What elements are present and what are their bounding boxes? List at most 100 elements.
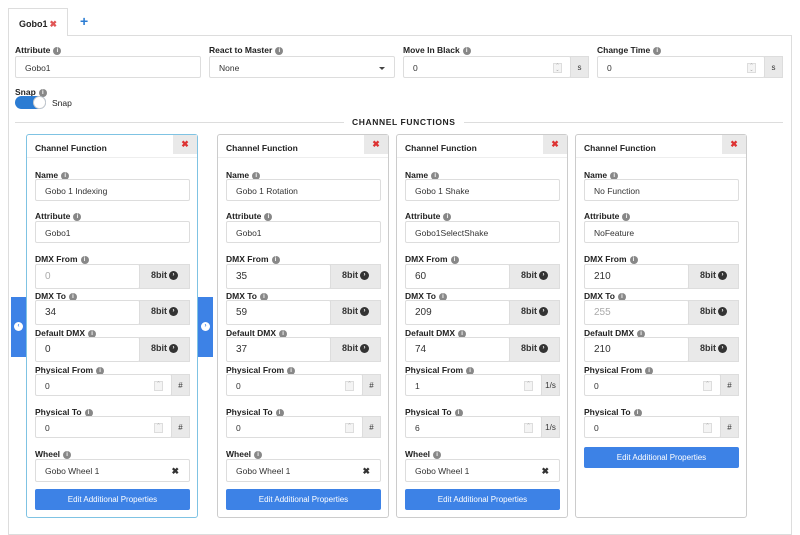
physical-to-input[interactable]: 0 ⌃ <box>584 416 721 438</box>
edit-additional-properties-button[interactable]: Edit Additional Properties <box>226 489 381 510</box>
snap-toggle[interactable] <box>15 96 46 109</box>
attribute-input[interactable]: NoFeature <box>584 221 739 243</box>
info-icon[interactable]: i <box>610 171 619 180</box>
spinner-icon[interactable]: ⌃ ⌄ <box>553 63 562 73</box>
clear-icon[interactable]: ✖ <box>541 466 549 476</box>
info-icon[interactable]: i <box>73 212 82 221</box>
info-icon[interactable]: i <box>271 255 280 264</box>
info-icon[interactable]: i <box>264 212 273 221</box>
edit-additional-properties-button[interactable]: Edit Additional Properties <box>405 489 560 510</box>
bit-toggle-button[interactable]: 8bit › <box>688 337 739 362</box>
dmx-from-input[interactable]: 210 <box>584 264 689 289</box>
info-icon[interactable]: i <box>275 408 284 417</box>
spinner-icon[interactable]: ⌃ <box>524 423 533 433</box>
info-icon[interactable]: i <box>252 171 261 180</box>
attribute-input[interactable]: Gobo1SelectShake <box>405 221 560 243</box>
clear-icon[interactable]: ✖ <box>362 466 370 476</box>
info-icon[interactable]: i <box>454 408 463 417</box>
info-icon[interactable]: i <box>287 366 296 375</box>
info-icon[interactable]: i <box>279 329 288 338</box>
info-icon[interactable]: i <box>645 366 654 375</box>
name-input[interactable]: No Function <box>584 179 739 201</box>
info-icon[interactable]: i <box>275 46 284 55</box>
info-icon[interactable]: i <box>84 408 93 417</box>
wheel-select[interactable]: Gobo Wheel 1 ✖ <box>226 459 381 482</box>
physical-from-input[interactable]: 0 ⌃ <box>226 374 363 396</box>
bit-toggle-button[interactable]: 8bit › <box>509 337 560 362</box>
info-icon[interactable]: i <box>61 171 70 180</box>
info-icon[interactable]: i <box>629 255 638 264</box>
info-icon[interactable]: i <box>431 171 440 180</box>
info-icon[interactable]: i <box>53 46 62 55</box>
physical-to-input[interactable]: 0 ⌃ <box>35 416 172 438</box>
react-to-master-select[interactable]: None <box>209 56 395 78</box>
info-icon[interactable]: i <box>443 212 452 221</box>
clear-icon[interactable]: ✖ <box>171 466 179 476</box>
plus-icon[interactable]: + <box>80 13 89 29</box>
info-icon[interactable]: i <box>462 46 471 55</box>
channel-function-card[interactable]: Channel Function ✖ Name i Gobo 1 Indexing Att… <box>26 134 198 518</box>
default-dmx-input[interactable]: 37 <box>226 337 331 362</box>
info-icon[interactable]: i <box>653 46 662 55</box>
bit-toggle-button[interactable]: 8bit › <box>509 264 560 289</box>
delete-icon[interactable]: ✖ <box>722 135 746 154</box>
info-icon[interactable]: i <box>96 366 105 375</box>
physical-from-input[interactable]: 1 ⌃ <box>405 374 542 396</box>
delete-icon[interactable]: ✖ <box>173 135 197 154</box>
info-icon[interactable]: i <box>88 329 97 338</box>
attribute-input[interactable]: Gobo1 <box>226 221 381 243</box>
edit-additional-properties-button[interactable]: Edit Additional Properties <box>35 489 190 510</box>
channel-function-card[interactable]: Channel Function ✖ Name i Gobo 1 Rotation Att… <box>217 134 389 518</box>
default-dmx-input[interactable]: 74 <box>405 337 510 362</box>
wheel-select[interactable]: Gobo Wheel 1 ✖ <box>405 459 560 482</box>
info-icon[interactable]: i <box>466 366 475 375</box>
info-icon[interactable]: i <box>254 450 263 459</box>
info-icon[interactable]: i <box>622 212 631 221</box>
channel-function-card[interactable]: Channel Function ✖ Name i No Function Attribu… <box>575 134 747 518</box>
info-icon[interactable]: i <box>80 255 89 264</box>
spinner-icon[interactable]: ⌃ <box>345 381 354 391</box>
name-input[interactable]: Gobo 1 Rotation <box>226 179 381 201</box>
info-icon[interactable]: i <box>458 329 467 338</box>
info-icon[interactable]: i <box>637 329 646 338</box>
move-left-button[interactable]: ‹ <box>11 297 26 357</box>
physical-from-input[interactable]: 0 ⌃ <box>35 374 172 396</box>
bit-toggle-button[interactable]: 8bit › <box>330 300 381 325</box>
move-right-button[interactable]: › <box>198 297 213 357</box>
default-dmx-input[interactable]: 0 <box>35 337 140 362</box>
wheel-select[interactable]: Gobo Wheel 1 ✖ <box>35 459 190 482</box>
spinner-icon[interactable]: ⌃ <box>154 381 163 391</box>
tab-gobo1[interactable]: Gobo1 ✖ <box>8 8 68 36</box>
spinner-icon[interactable]: ⌃ <box>703 381 712 391</box>
delete-icon[interactable]: ✖ <box>364 135 388 154</box>
dmx-to-input[interactable]: 59 <box>226 300 331 325</box>
bit-toggle-button[interactable]: 8bit › <box>688 300 739 325</box>
info-icon[interactable]: i <box>433 450 442 459</box>
bit-toggle-button[interactable]: 8bit › <box>139 337 190 362</box>
default-dmx-input[interactable]: 210 <box>584 337 689 362</box>
delete-icon[interactable]: ✖ <box>543 135 567 154</box>
spinner-icon[interactable]: ⌃ ⌄ <box>747 63 756 73</box>
bit-toggle-button[interactable]: 8bit › <box>330 264 381 289</box>
info-icon[interactable]: i <box>439 292 448 301</box>
dmx-to-input[interactable]: 209 <box>405 300 510 325</box>
close-tab-icon[interactable]: ✖ <box>49 19 58 29</box>
channel-function-card[interactable]: Channel Function ✖ Name i Gobo 1 Shake Attrib… <box>396 134 568 518</box>
bit-toggle-button[interactable]: 8bit › <box>139 264 190 289</box>
spinner-icon[interactable]: ⌃ <box>524 381 533 391</box>
name-input[interactable]: Gobo 1 Indexing <box>35 179 190 201</box>
dmx-to-input[interactable]: 34 <box>35 300 140 325</box>
info-icon[interactable]: i <box>450 255 459 264</box>
info-icon[interactable]: i <box>38 88 47 97</box>
info-icon[interactable]: i <box>633 408 642 417</box>
bit-toggle-button[interactable]: 8bit › <box>509 300 560 325</box>
bit-toggle-button[interactable]: 8bit › <box>139 300 190 325</box>
bit-toggle-button[interactable]: 8bit › <box>688 264 739 289</box>
info-icon[interactable]: i <box>69 292 78 301</box>
spinner-icon[interactable]: ⌃ <box>703 423 712 433</box>
dmx-from-input[interactable]: 60 <box>405 264 510 289</box>
spinner-icon[interactable]: ⌃ <box>154 423 163 433</box>
info-icon[interactable]: i <box>260 292 269 301</box>
change-time-input[interactable]: 0 ⌃ ⌄ <box>597 56 765 78</box>
move-in-black-input[interactable]: 0 ⌃ ⌄ <box>403 56 571 78</box>
